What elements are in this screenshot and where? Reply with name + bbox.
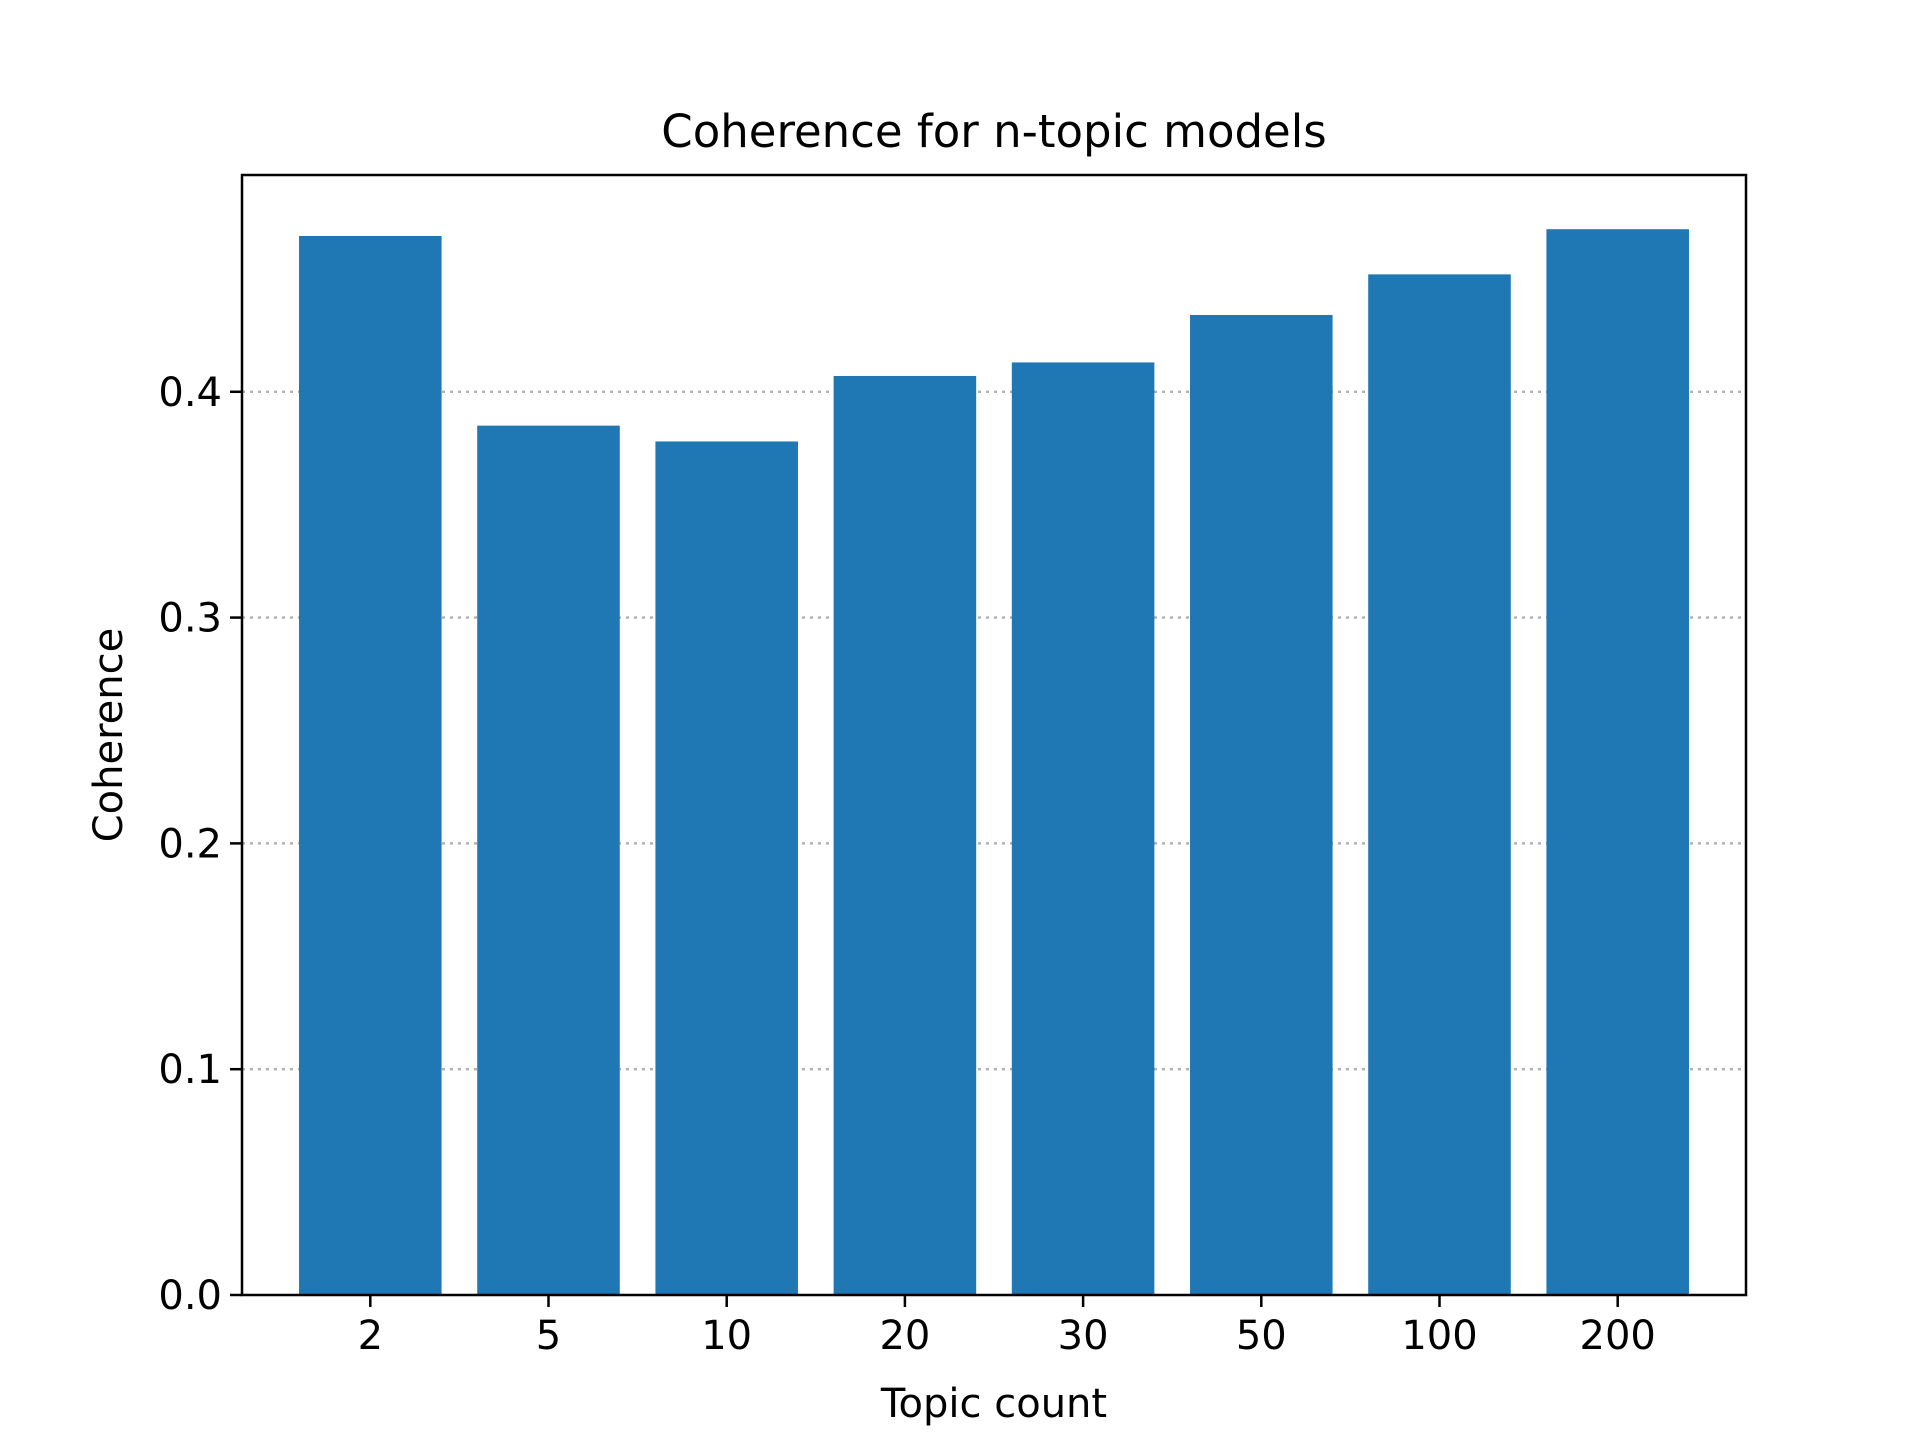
x-axis: 2 5 10 20 30 50 100 200 [358,1295,1656,1359]
y-tick-label: 0.0 [158,1273,222,1319]
x-tick-label: 200 [1580,1313,1656,1359]
x-tick-label: 2 [358,1313,383,1359]
bar-100 [1368,274,1511,1295]
y-tick-label: 0.3 [158,596,222,642]
y-axis-label: Coherence [86,628,132,843]
bar-200 [1546,229,1689,1295]
y-tick-label: 0.1 [158,1047,222,1093]
bar-10 [655,441,798,1295]
x-tick-label: 5 [536,1313,561,1359]
x-tick-label: 100 [1401,1313,1477,1359]
x-tick-label: 20 [879,1313,930,1359]
bars [299,229,1689,1296]
x-tick-label: 50 [1236,1313,1287,1359]
y-tick-label: 0.2 [158,821,222,867]
chart-title: Coherence for n-topic models [661,105,1326,158]
y-tick-label: 0.4 [158,370,222,416]
bar-30 [1011,362,1155,1296]
bar-50 [1190,315,1333,1295]
x-tick-label: 10 [701,1313,752,1359]
bar-20 [833,375,977,1295]
x-axis-label: Topic count [880,1381,1107,1427]
plot-frame [240,173,1748,1297]
y-axis: 0.0 0.1 0.2 0.3 0.4 [158,370,242,1319]
bar-5 [477,425,620,1296]
x-tick-label: 30 [1058,1313,1109,1359]
bar-2 [299,235,442,1295]
